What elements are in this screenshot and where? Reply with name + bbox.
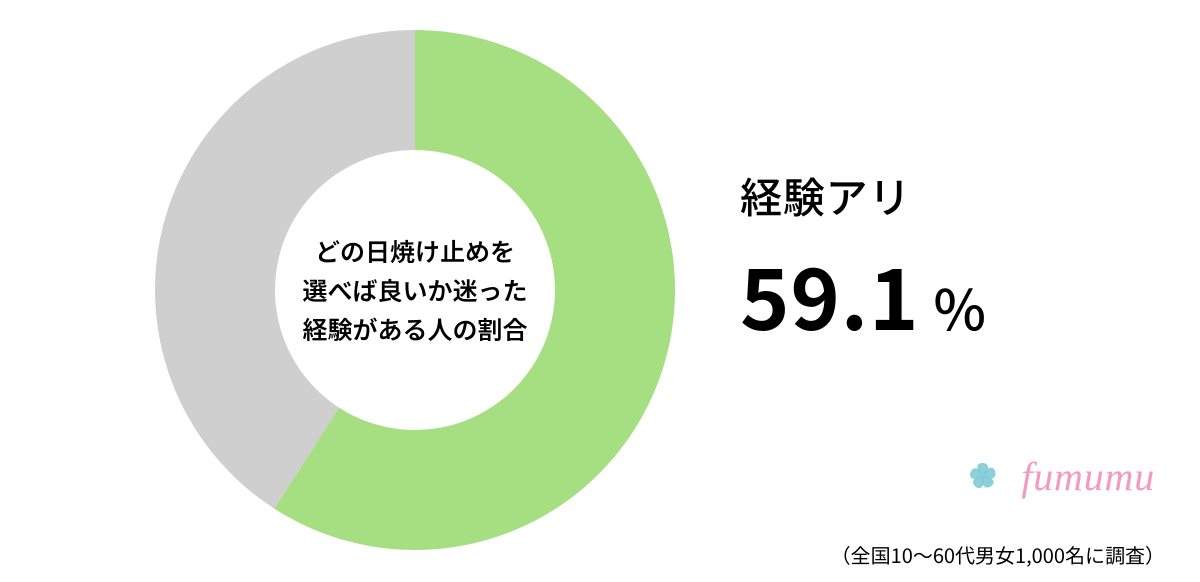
value-row: 59.1 % — [740, 234, 986, 355]
center-line-3: 経験がある人の割合 — [302, 309, 527, 348]
value-label: 経験アリ — [740, 165, 986, 226]
donut-chart: どの日焼け止めを 選べば良いか迷った 経験がある人の割合 — [155, 30, 675, 550]
value-number: 59.1 — [740, 234, 919, 355]
center-line-2: 選べば良いか迷った — [302, 271, 527, 310]
brand-logo: fumumu — [957, 450, 1155, 502]
brand-mark-icon — [957, 450, 1009, 502]
value-unit: % — [933, 266, 986, 347]
value-block: 経験アリ 59.1 % — [740, 165, 986, 355]
donut-center-label: どの日焼け止めを 選べば良いか迷った 経験がある人の割合 — [302, 232, 527, 348]
center-line-1: どの日焼け止めを — [302, 232, 527, 271]
survey-footnote: （全国10～60代男女1,000名に調査） — [831, 540, 1165, 569]
brand-name: fumumu — [1021, 453, 1155, 500]
infographic-stage: どの日焼け止めを 選べば良いか迷った 経験がある人の割合 経験アリ 59.1 %… — [0, 0, 1200, 582]
